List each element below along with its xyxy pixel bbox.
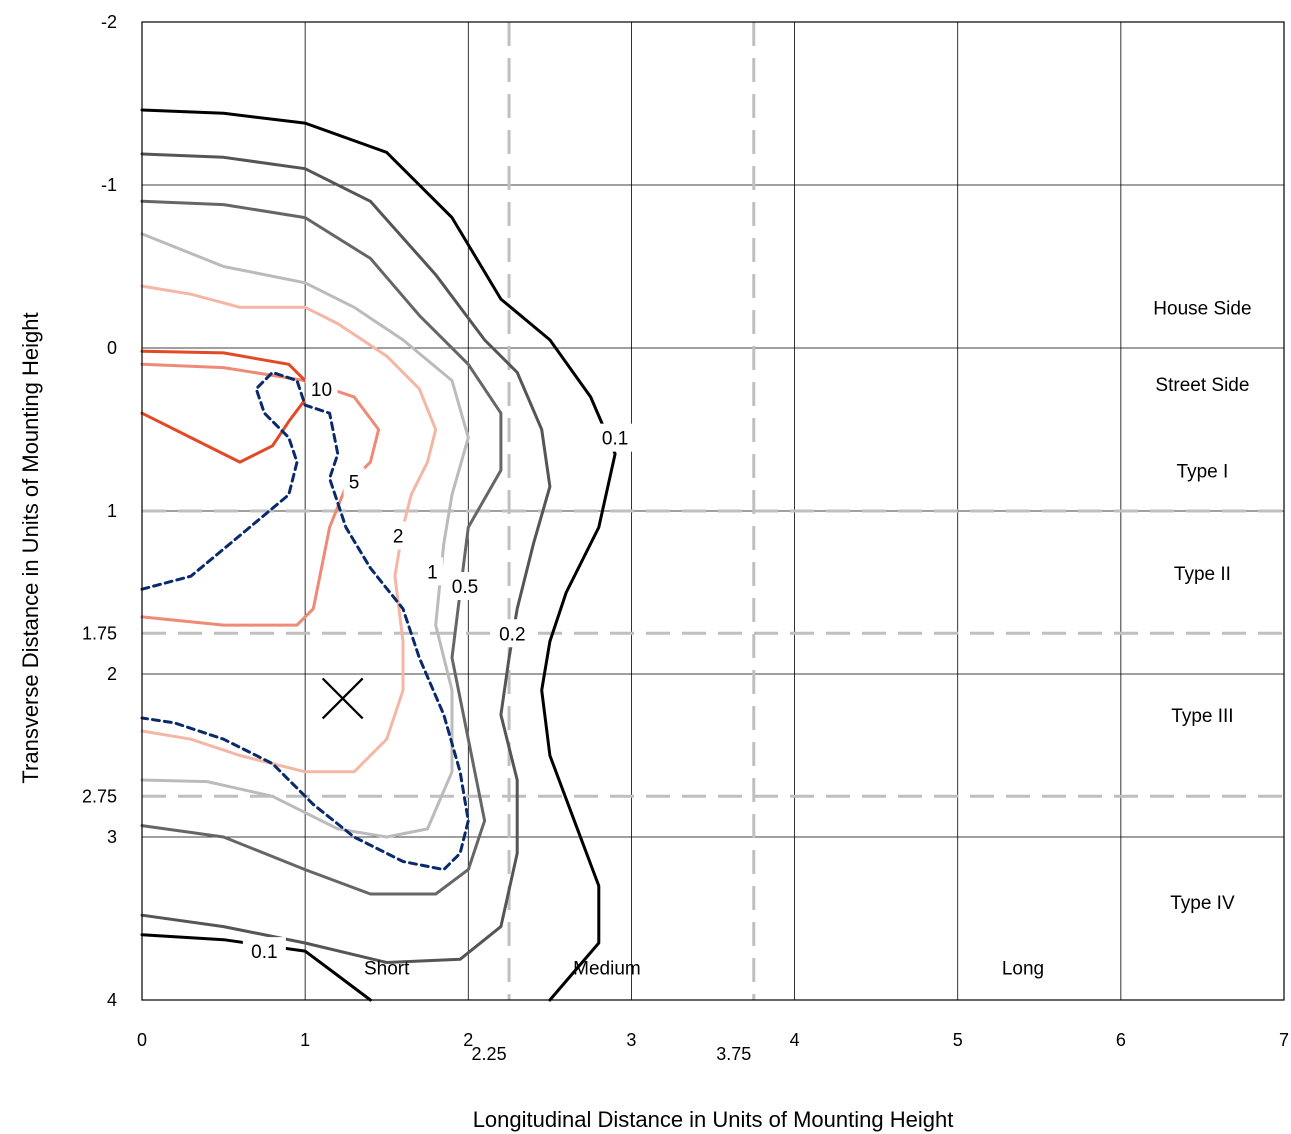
x-tick-label: 3.75 bbox=[716, 1044, 751, 1064]
contour-label-bg bbox=[343, 467, 365, 496]
contour-line bbox=[140, 284, 438, 774]
contour-label: 0.1 bbox=[602, 429, 628, 450]
contour-label-bg bbox=[443, 571, 487, 600]
x-tick-label: 2.25 bbox=[472, 1044, 507, 1064]
luminaire-marker bbox=[321, 677, 364, 720]
y-tick-label: 1 bbox=[107, 501, 117, 521]
grid bbox=[142, 22, 1284, 1000]
y-tick-label: 2 bbox=[107, 664, 117, 684]
contour-label: 0.5 bbox=[452, 577, 478, 598]
type-division-lines bbox=[142, 22, 1284, 1000]
x-tick-label: 7 bbox=[1279, 1030, 1289, 1050]
contour-label: 2 bbox=[393, 526, 404, 547]
contour-line bbox=[140, 370, 470, 872]
y-tick-label: 1.75 bbox=[82, 623, 117, 643]
y-tick-label: 4 bbox=[107, 990, 117, 1010]
y-tick-label: 0 bbox=[107, 338, 117, 358]
luminaire-marker-stroke bbox=[321, 677, 364, 720]
region-label: Short bbox=[364, 958, 410, 979]
x-tick-label: 1 bbox=[300, 1030, 310, 1050]
contour-label-bg bbox=[305, 374, 338, 403]
contour-label: 1 bbox=[427, 562, 438, 583]
contour-label-bg bbox=[421, 557, 443, 586]
region-label: House Side bbox=[1153, 298, 1251, 319]
x-tick-label: 2 bbox=[463, 1030, 473, 1050]
contour-label-bg bbox=[593, 423, 637, 452]
contour-line bbox=[140, 349, 315, 464]
region-labels: House Side Street Side Type I Type II Type I… bbox=[364, 298, 1252, 979]
contour-line bbox=[140, 152, 552, 964]
contour-label: 5 bbox=[349, 473, 360, 494]
contour-label: 0.1 bbox=[251, 942, 277, 963]
contour-label-bg bbox=[387, 521, 409, 550]
x-axis-title: Longitudinal Distance in Units of Mounti… bbox=[473, 1107, 954, 1132]
y-axis-title: Transverse Distance in Units of Mounting… bbox=[18, 312, 43, 783]
contour-lines bbox=[140, 108, 617, 1002]
y-tick-label: -1 bbox=[101, 175, 117, 195]
contour-label-bg bbox=[490, 619, 534, 648]
y-tick-label: 3 bbox=[107, 827, 117, 847]
region-label: Medium bbox=[573, 958, 641, 979]
region-label: Long bbox=[1002, 958, 1044, 979]
region-label: Type III bbox=[1171, 706, 1233, 727]
x-tick-label: 6 bbox=[1116, 1030, 1126, 1050]
contour-label-bg bbox=[242, 937, 286, 966]
y-tick-label: -2 bbox=[101, 12, 117, 32]
region-label: Street Side bbox=[1155, 375, 1249, 396]
contour-line bbox=[140, 108, 617, 1002]
contour-label: 0.2 bbox=[499, 624, 525, 645]
y-tick-label: 2.75 bbox=[82, 786, 117, 806]
region-label: Type II bbox=[1174, 564, 1231, 585]
region-label: Type IV bbox=[1170, 893, 1235, 914]
tick-labels: 0 1 2 3 4 5 6 7 2.25 3.75 -2 -1 0 1 1.75 2 2.75 3 4 bbox=[82, 12, 1289, 1064]
x-tick-label: 4 bbox=[790, 1030, 800, 1050]
x-tick-label: 3 bbox=[626, 1030, 636, 1050]
contour-line bbox=[140, 933, 372, 1002]
contour-label: 10 bbox=[311, 380, 332, 401]
contour-labels: 10 5 2 1 0.5 0.2 0.1 0.1 bbox=[242, 374, 637, 966]
x-tick-label: 5 bbox=[953, 1030, 963, 1050]
contour-line bbox=[140, 199, 503, 896]
x-tick-label: 0 bbox=[137, 1030, 147, 1050]
region-label: Type I bbox=[1177, 461, 1229, 482]
plot-frame bbox=[141, 21, 1285, 1001]
